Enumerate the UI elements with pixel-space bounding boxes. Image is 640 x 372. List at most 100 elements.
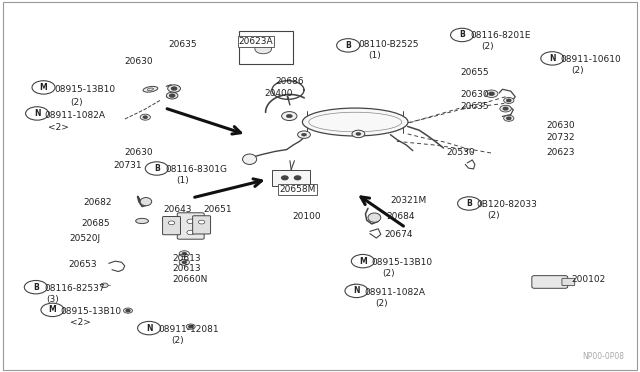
Text: B: B: [467, 199, 472, 208]
FancyBboxPatch shape: [193, 216, 211, 234]
Circle shape: [282, 176, 288, 180]
Circle shape: [351, 254, 374, 268]
Text: 20100: 20100: [292, 212, 321, 221]
Text: (2): (2): [383, 269, 396, 278]
Ellipse shape: [140, 198, 152, 206]
Text: <2>: <2>: [48, 123, 69, 132]
Circle shape: [124, 308, 132, 313]
Ellipse shape: [136, 218, 148, 224]
Circle shape: [255, 44, 271, 54]
Text: 08911-1082A: 08911-1082A: [365, 288, 426, 296]
Text: 08911-12081: 08911-12081: [158, 325, 219, 334]
Text: 200102: 200102: [572, 275, 606, 284]
Circle shape: [345, 284, 368, 298]
Text: 20731: 20731: [113, 161, 142, 170]
Circle shape: [100, 283, 108, 288]
Text: 20520J: 20520J: [69, 234, 100, 243]
Text: (3): (3): [46, 295, 59, 304]
Text: (2): (2): [488, 211, 500, 220]
Text: 20658M: 20658M: [280, 185, 316, 194]
Text: N: N: [353, 286, 360, 295]
Circle shape: [541, 52, 564, 65]
Circle shape: [298, 131, 310, 138]
Text: 20674: 20674: [384, 230, 413, 239]
Circle shape: [504, 115, 514, 121]
Text: 20682: 20682: [83, 198, 112, 207]
Circle shape: [458, 197, 481, 210]
Text: (2): (2): [70, 98, 83, 107]
Text: N: N: [34, 109, 40, 118]
Circle shape: [507, 99, 511, 102]
Text: 20686: 20686: [275, 77, 304, 86]
Circle shape: [168, 85, 180, 92]
Ellipse shape: [143, 86, 158, 92]
Text: <2>: <2>: [70, 318, 92, 327]
Text: 08915-13B10: 08915-13B10: [54, 85, 116, 94]
Text: 20630: 20630: [125, 148, 154, 157]
Text: (2): (2): [172, 336, 184, 345]
Circle shape: [503, 107, 508, 110]
Text: 20630: 20630: [125, 57, 154, 66]
Ellipse shape: [243, 154, 257, 164]
Circle shape: [138, 321, 161, 335]
Circle shape: [198, 220, 205, 224]
Circle shape: [352, 130, 365, 138]
Text: 20630: 20630: [546, 121, 575, 130]
Circle shape: [170, 94, 175, 97]
Circle shape: [356, 132, 361, 135]
Text: 20613: 20613: [173, 254, 202, 263]
Circle shape: [507, 117, 511, 119]
Text: 20321M: 20321M: [390, 196, 427, 205]
Circle shape: [350, 284, 360, 290]
Circle shape: [24, 280, 47, 294]
Text: B: B: [460, 31, 465, 39]
Circle shape: [500, 105, 511, 112]
Text: 20643: 20643: [163, 205, 192, 214]
Circle shape: [356, 258, 360, 260]
FancyBboxPatch shape: [532, 276, 568, 288]
Text: M: M: [40, 83, 47, 92]
Circle shape: [143, 116, 147, 118]
Circle shape: [189, 326, 193, 328]
Text: 08116-8201E: 08116-8201E: [470, 31, 531, 40]
Text: 08911-10610: 08911-10610: [560, 55, 621, 64]
Text: (2): (2): [481, 42, 494, 51]
Circle shape: [485, 90, 498, 97]
Text: B: B: [33, 283, 38, 292]
Circle shape: [337, 39, 360, 52]
Text: 20613: 20613: [173, 264, 202, 273]
Circle shape: [179, 259, 189, 265]
Text: 20655: 20655: [461, 68, 490, 77]
Text: 20660N: 20660N: [173, 275, 208, 283]
Circle shape: [282, 112, 297, 121]
Text: 20685: 20685: [81, 219, 110, 228]
Text: (2): (2): [375, 299, 388, 308]
Text: 20732: 20732: [546, 133, 575, 142]
Circle shape: [353, 286, 357, 288]
Text: (1): (1): [176, 176, 189, 185]
Text: 20651: 20651: [204, 205, 232, 214]
Circle shape: [187, 230, 195, 235]
Circle shape: [294, 176, 301, 180]
Text: 20653: 20653: [68, 260, 97, 269]
Text: 20635: 20635: [461, 102, 490, 110]
Text: M: M: [49, 305, 56, 314]
Circle shape: [41, 303, 64, 317]
Circle shape: [186, 324, 195, 329]
Circle shape: [353, 256, 364, 262]
Text: 20630: 20630: [461, 90, 490, 99]
Text: 20400: 20400: [264, 89, 293, 98]
Circle shape: [32, 81, 55, 94]
Circle shape: [187, 219, 195, 224]
Circle shape: [504, 97, 514, 103]
Text: 08116-82537: 08116-82537: [45, 284, 106, 293]
FancyBboxPatch shape: [562, 278, 575, 286]
Circle shape: [166, 92, 178, 99]
Circle shape: [126, 310, 130, 312]
Ellipse shape: [368, 213, 381, 222]
Text: B: B: [346, 41, 351, 50]
Circle shape: [26, 107, 49, 120]
FancyBboxPatch shape: [163, 217, 180, 235]
Text: M: M: [359, 257, 367, 266]
Text: N: N: [549, 54, 556, 63]
